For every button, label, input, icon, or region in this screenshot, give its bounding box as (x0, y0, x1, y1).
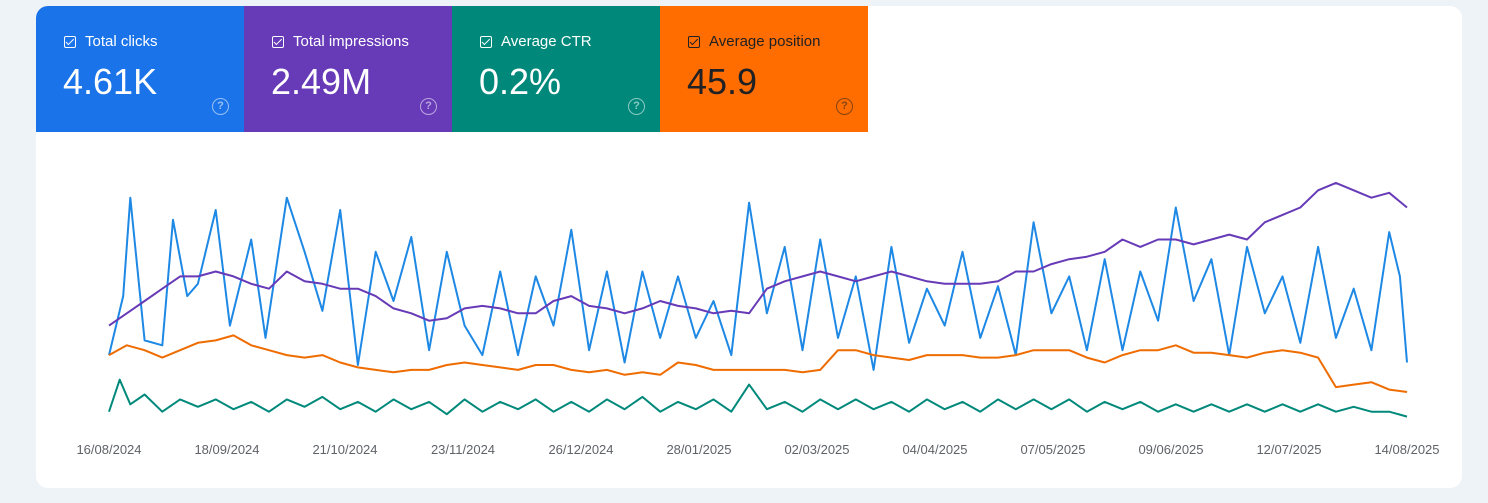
metric-header: Total impressions (272, 34, 409, 50)
series-line-total-clicks[interactable] (108, 196, 1408, 371)
help-icon[interactable]: ? (836, 98, 853, 115)
x-tick-label: 18/09/2024 (194, 442, 259, 457)
metric-header: Average CTR (480, 34, 592, 50)
x-tick-label: 09/06/2025 (1138, 442, 1203, 457)
metric-total-clicks[interactable]: Total clicks 4.61K ? (36, 6, 244, 132)
metric-header: Average position (688, 34, 820, 50)
x-tick-label: 23/11/2024 (431, 442, 495, 457)
x-tick-label: 07/05/2025 (1020, 442, 1085, 457)
series-line-average-position[interactable] (108, 334, 1408, 393)
metric-average-position[interactable]: Average position 45.9 ? (660, 6, 868, 132)
x-axis-ticks: 16/08/2024 18/09/2024 21/10/2024 23/11/2024… (76, 442, 1439, 457)
metric-value: 0.2% (479, 61, 562, 102)
metric-value: 2.49M (271, 61, 372, 102)
x-tick-label: 26/12/2024 (548, 442, 613, 457)
metric-total-impressions[interactable]: Total impressions 2.49M ? (244, 6, 452, 132)
performance-line-chart[interactable]: 16/08/2024 18/09/2024 21/10/2024 23/11/2024… (36, 6, 1462, 488)
metric-header: Total clicks (64, 34, 158, 50)
metric-value: 4.61K (63, 61, 158, 102)
metric-label: Average CTR (501, 33, 592, 50)
help-icon[interactable]: ? (628, 98, 645, 115)
metric-label: Average position (709, 33, 821, 50)
metric-value: 45.9 (687, 61, 758, 102)
metric-label: Total impressions (293, 33, 409, 50)
metric-label: Total clicks (85, 33, 158, 50)
performance-card: Total clicks 4.61K ? Total impressions 2… (36, 6, 1462, 488)
help-icon[interactable]: ? (420, 98, 437, 115)
x-tick-label: 02/03/2025 (784, 442, 849, 457)
x-tick-label: 04/04/2025 (902, 442, 967, 457)
x-tick-label: 16/08/2024 (76, 442, 141, 457)
metric-average-ctr[interactable]: Average CTR 0.2% ? (452, 6, 660, 132)
series-line-total-impressions[interactable] (108, 181, 1408, 327)
checkbox-checked-icon[interactable] (480, 36, 492, 48)
series-lines (108, 181, 1408, 418)
series-line-average-ctr[interactable] (108, 378, 1408, 418)
checkbox-checked-icon[interactable] (272, 36, 284, 48)
metric-tiles: Total clicks 4.61K ? Total impressions 2… (36, 6, 868, 132)
x-tick-label: 21/10/2024 (312, 442, 377, 457)
checkbox-checked-icon[interactable] (688, 36, 700, 48)
x-tick-label: 28/01/2025 (666, 442, 731, 457)
checkbox-checked-icon[interactable] (64, 36, 76, 48)
help-icon[interactable]: ? (212, 98, 229, 115)
x-tick-label: 12/07/2025 (1256, 442, 1321, 457)
x-tick-label: 14/08/2025 (1374, 442, 1439, 457)
